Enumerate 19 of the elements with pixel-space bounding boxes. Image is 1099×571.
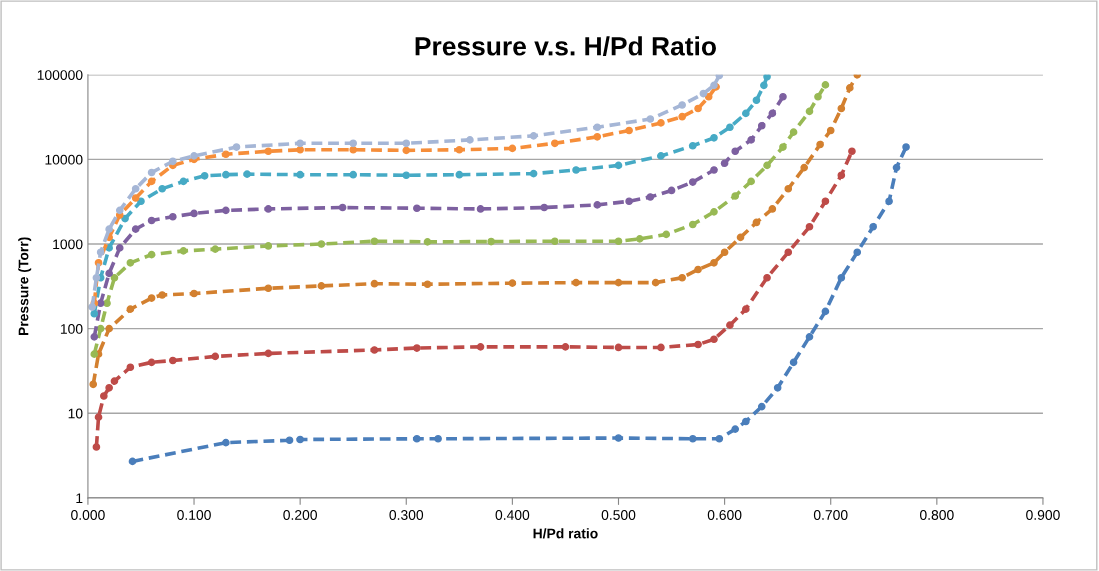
y-axis-title: Pressure (Torr) xyxy=(18,237,32,336)
x-tick-label: 0.900 xyxy=(1026,510,1060,520)
y-tick-label: 1000 xyxy=(53,239,83,250)
x-tick-label: 0.500 xyxy=(601,510,636,520)
x-tick-label: 0.800 xyxy=(920,510,954,520)
y-tick-label: 10000 xyxy=(45,154,83,165)
y-tick-label: 10 xyxy=(68,408,83,419)
y-tick-label: 100 xyxy=(60,324,83,334)
x-tick-label: 0.400 xyxy=(495,510,530,520)
x-tick-label: 0.300 xyxy=(389,510,424,520)
x-tick-label: 0.700 xyxy=(813,510,848,520)
x-axis-title: H/Pd ratio xyxy=(533,528,598,539)
x-tick-label: 0.100 xyxy=(177,510,211,520)
x-tick-label: 0.200 xyxy=(283,510,317,520)
x-tick-label: 0.600 xyxy=(707,510,742,520)
y-tick-label: 1 xyxy=(76,493,83,503)
y-tick-label: 100000 xyxy=(37,70,83,80)
x-tick-label: 0.000 xyxy=(71,510,105,520)
chart-title: Pressure v.s. H/Pd Ratio xyxy=(415,36,716,56)
